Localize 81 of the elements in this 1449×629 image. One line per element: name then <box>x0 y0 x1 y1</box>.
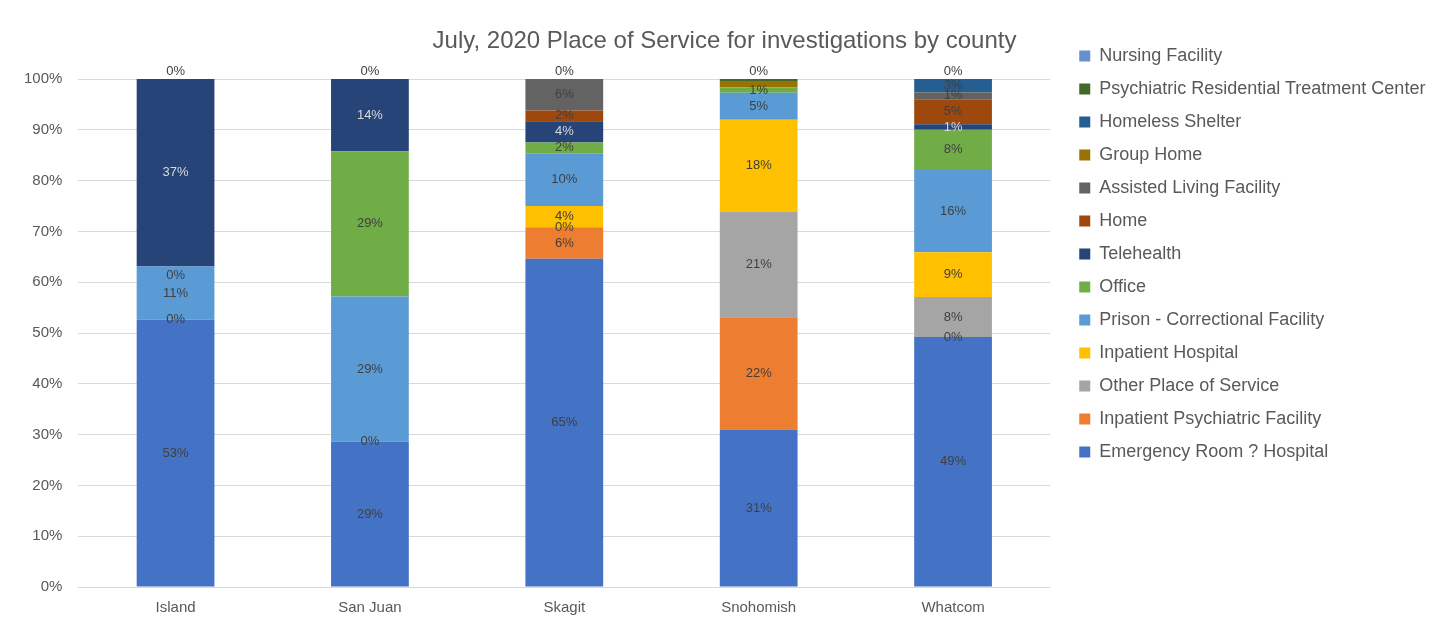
data-label: 8% <box>943 141 963 157</box>
data-label: 10% <box>551 171 578 187</box>
data-label: 14% <box>356 106 384 122</box>
annotation: 0% <box>166 266 186 282</box>
data-label: 49% <box>940 453 967 469</box>
legend-label: Psychiatric Residential Treatment Center <box>1099 77 1426 98</box>
y-tick-label: 60% <box>32 272 63 290</box>
data-label: 0% <box>360 63 380 79</box>
x-tick-label: Snohomish <box>721 598 797 616</box>
legend-label: Prison - Correctional Facility <box>1099 308 1325 329</box>
bar <box>525 79 604 111</box>
legend-label: Telehealth <box>1099 242 1182 263</box>
legend-label: Inpatient Psychiatric Facility <box>1099 407 1322 428</box>
bar <box>525 121 604 143</box>
bar <box>719 211 798 318</box>
data-label: 0% <box>166 63 186 79</box>
legend-label: Inpatient Hospital <box>1099 341 1239 362</box>
bar <box>525 153 604 206</box>
data-label: 0% <box>554 63 575 79</box>
y-tick-label: 20% <box>32 475 63 493</box>
annotation: 0% <box>166 311 186 327</box>
y-tick-label: 40% <box>32 373 63 391</box>
data-label: 65% <box>551 414 578 430</box>
bar <box>525 258 604 587</box>
bar <box>719 92 798 120</box>
legend-label: Homeless Shelter <box>1099 110 1242 131</box>
data-label: 5% <box>749 97 769 113</box>
bar <box>914 129 992 170</box>
data-label: 37% <box>162 164 189 180</box>
data-label: 29% <box>356 505 384 521</box>
bar <box>331 79 409 152</box>
bar <box>914 252 992 297</box>
bar <box>914 169 992 253</box>
bar <box>914 124 992 130</box>
data-label: 29% <box>356 215 384 231</box>
annotation: 0% <box>360 433 380 449</box>
data-label: 22% <box>745 364 773 380</box>
x-tick-label: Island <box>155 598 196 616</box>
y-tick-label: 70% <box>32 221 63 239</box>
legend-label: Nursing Facility <box>1099 44 1223 65</box>
x-tick-label: Whatcom <box>921 598 985 616</box>
legend-label: Group Home <box>1099 143 1203 164</box>
data-label: 53% <box>162 444 189 460</box>
x-tick-label: Skagit <box>543 598 586 616</box>
bar <box>719 79 798 82</box>
chart-title: July, 2020 Place of Service for investigations by county <box>432 26 1017 53</box>
y-tick-label: 50% <box>32 323 63 341</box>
data-label: 21% <box>745 256 773 271</box>
y-tick-label: 90% <box>32 119 63 137</box>
y-tick-label: 0% <box>40 577 63 595</box>
bar <box>136 79 215 267</box>
data-label: 0% <box>749 63 769 79</box>
bar <box>331 151 409 297</box>
legend-label: Home <box>1099 209 1148 230</box>
data-label: 29% <box>356 360 384 376</box>
data-label: 2% <box>554 139 575 155</box>
bar <box>719 429 798 587</box>
legend-label: Assisted Living Facility <box>1099 176 1281 197</box>
legend-label: Other Place of Service <box>1099 374 1280 395</box>
data-label: 0% <box>943 63 963 79</box>
y-tick-label: 30% <box>32 424 63 442</box>
data-label: 2% <box>554 107 575 123</box>
data-label: 5% <box>943 103 963 119</box>
y-tick-label: 100% <box>23 69 63 87</box>
y-tick-label: 80% <box>32 170 63 188</box>
data-label: 9% <box>943 266 963 282</box>
x-tick-label: San Juan <box>338 598 402 616</box>
bar <box>525 110 604 122</box>
data-label: 6% <box>554 234 575 250</box>
y-tick-label: 10% <box>32 526 63 544</box>
bar <box>719 317 798 430</box>
data-label: 8% <box>943 308 963 324</box>
data-label: 18% <box>745 157 773 173</box>
data-label: 11% <box>163 284 189 300</box>
bar <box>719 119 798 212</box>
data-label: 4% <box>554 123 575 139</box>
legend-label: Emergency Room ? Hospital <box>1099 440 1329 461</box>
data-label: 16% <box>940 202 967 218</box>
legend-label: Office <box>1099 275 1146 296</box>
bar <box>719 87 798 93</box>
data-label: 31% <box>745 499 773 515</box>
